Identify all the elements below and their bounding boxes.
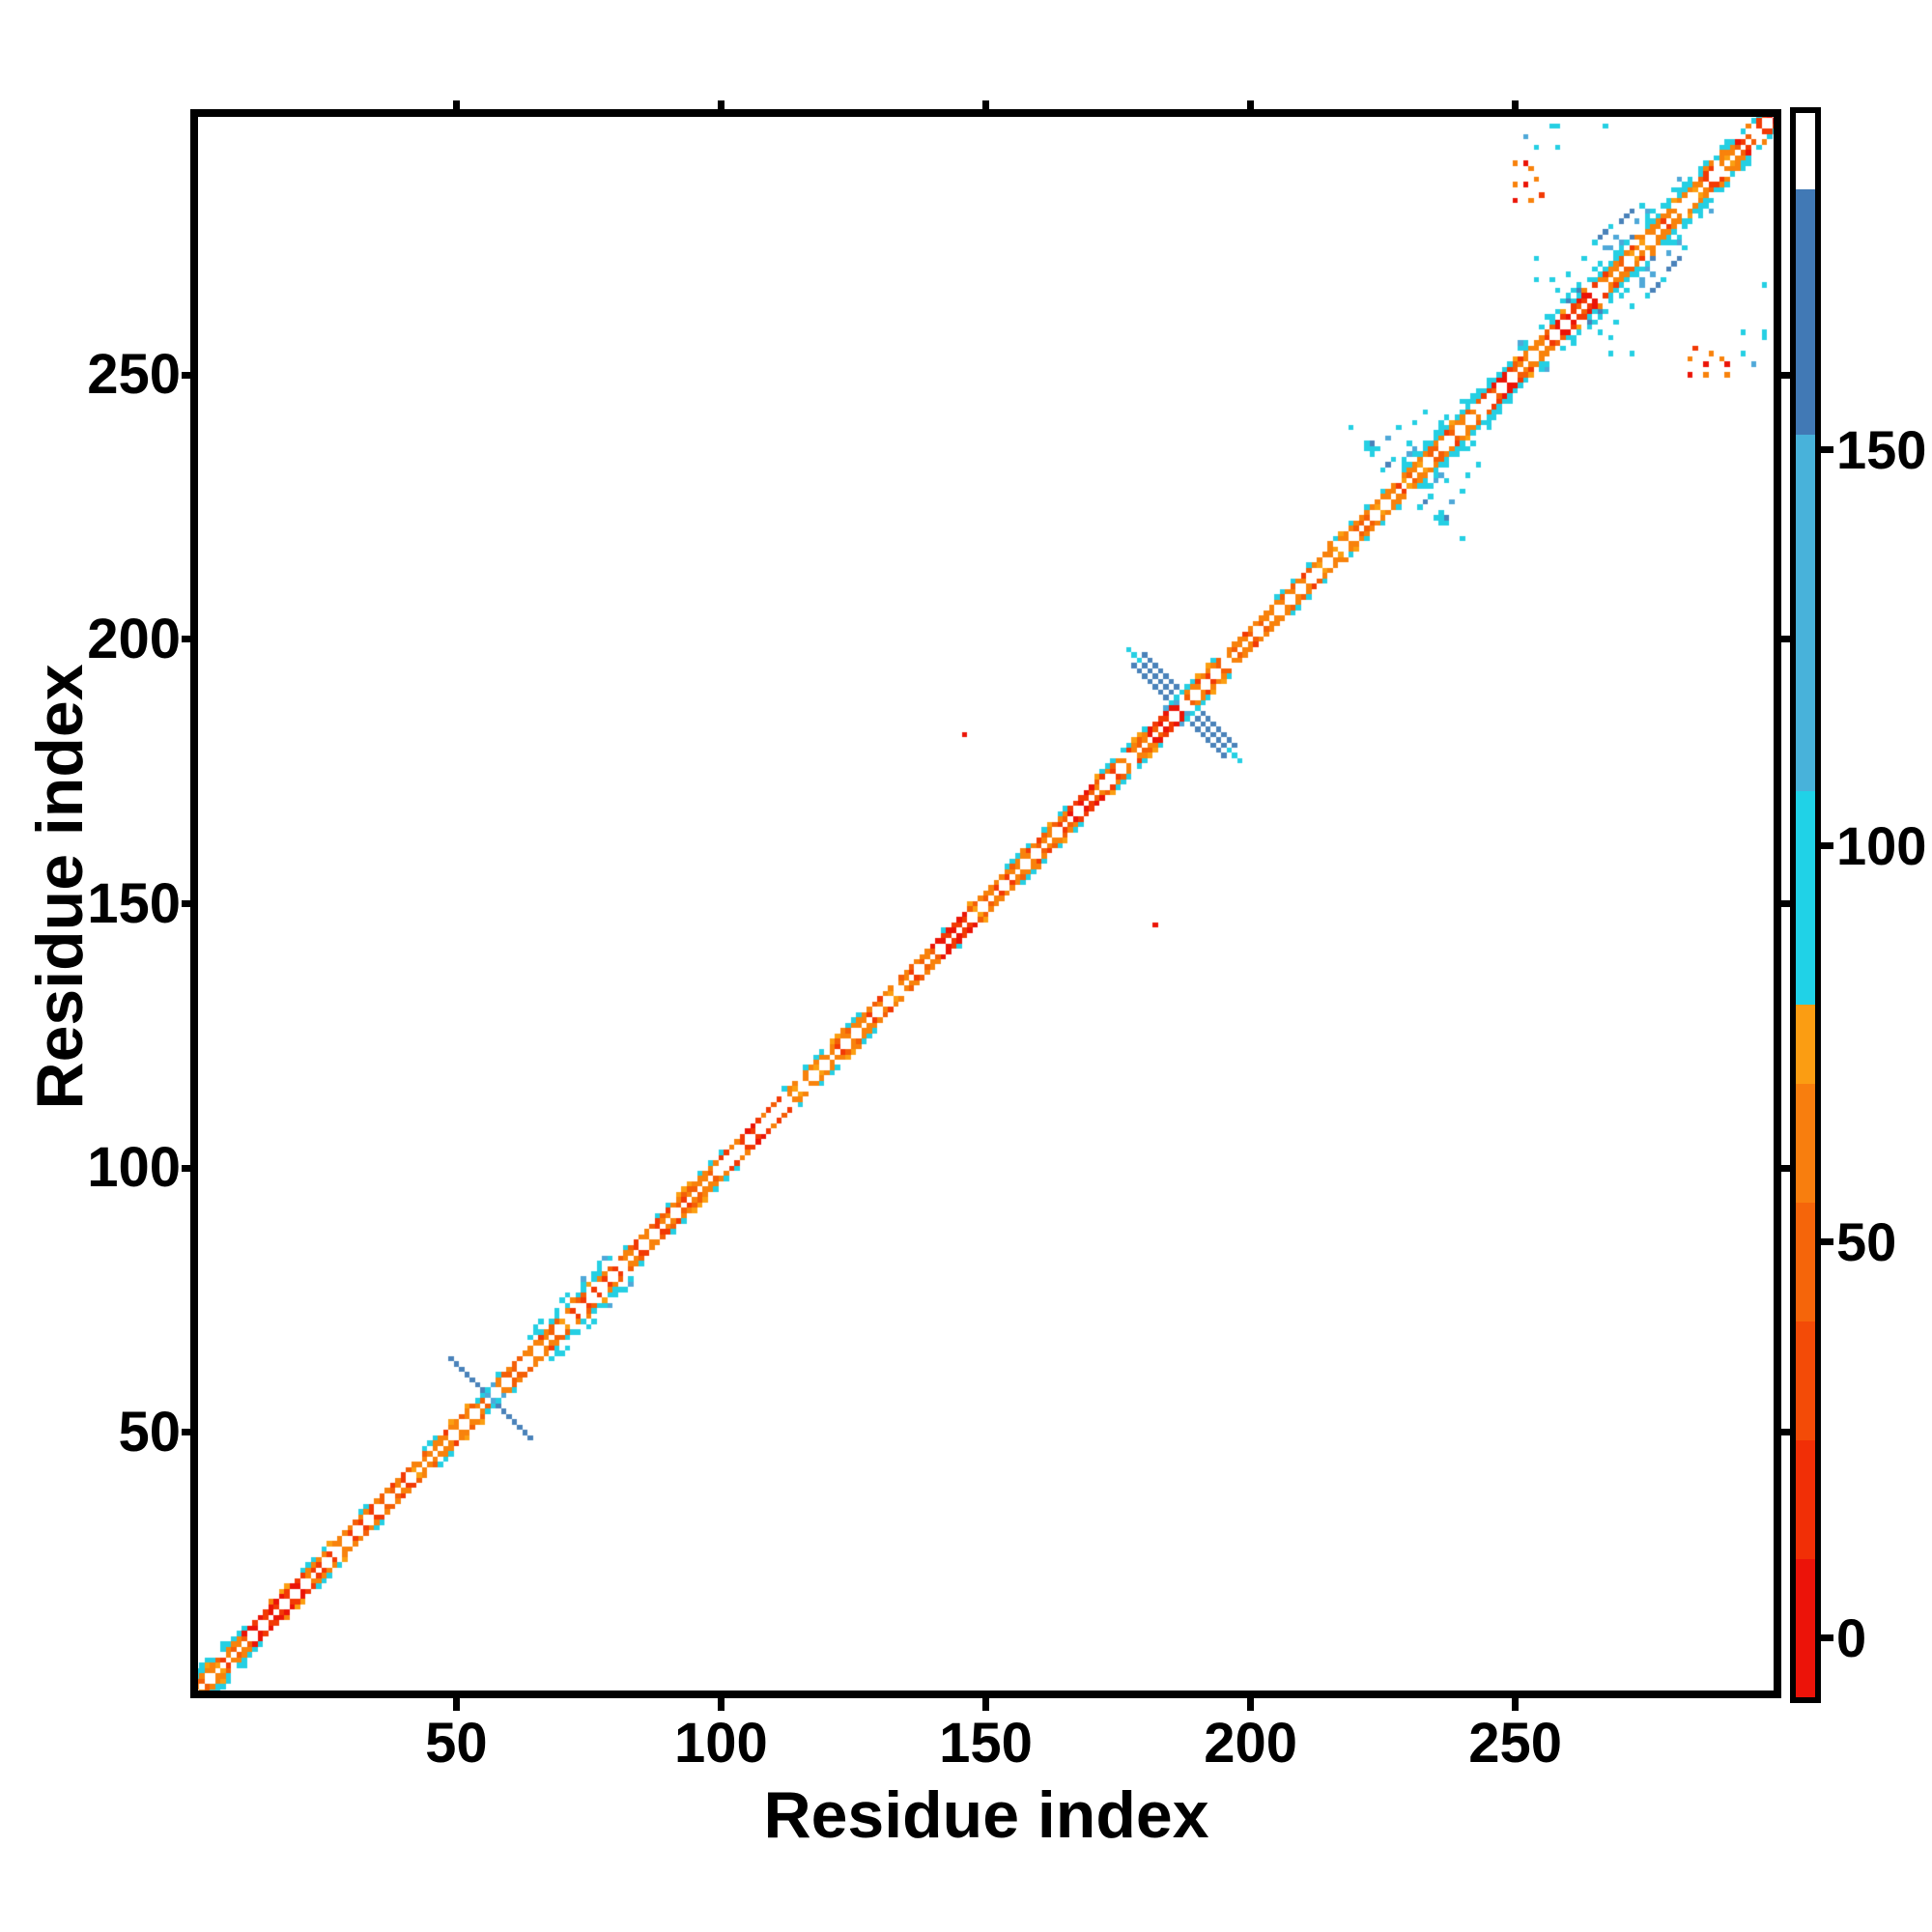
- colorbar-tick-mark: [1821, 842, 1833, 849]
- x-tick-label: 100: [674, 1712, 768, 1775]
- colorbar-tick-mark: [1821, 1238, 1833, 1245]
- axis-tick-mark: [717, 100, 724, 113]
- x-tick-label: 150: [939, 1712, 1033, 1775]
- colorbar-tick-label: 100: [1836, 814, 1927, 876]
- axis-tick-mark: [452, 1698, 460, 1711]
- colorbar-segment: [1796, 1202, 1815, 1322]
- heatmap-canvas: [194, 113, 1777, 1694]
- x-tick-label: 50: [425, 1712, 488, 1775]
- y-tick-label: 150: [87, 871, 181, 935]
- axis-tick-mark: [182, 371, 194, 379]
- y-tick-label: 100: [87, 1136, 181, 1200]
- plot-border: [190, 109, 1781, 1698]
- x-tick-label: 200: [1204, 1712, 1297, 1775]
- axis-tick-mark: [1781, 1164, 1794, 1172]
- colorbar-tick-label: 50: [1836, 1210, 1897, 1272]
- colorbar-segment: [1796, 1558, 1815, 1697]
- y-tick-label: 200: [87, 607, 181, 670]
- colorbar-segment: [1796, 434, 1815, 791]
- colorbar-tick-mark: [1821, 446, 1833, 453]
- colorbar-segment: [1796, 790, 1815, 1006]
- x-axis-title: Residue index: [763, 1778, 1209, 1852]
- axis-tick-mark: [1781, 900, 1794, 907]
- axis-tick-mark: [1512, 1698, 1520, 1711]
- colorbar-tick-label: 0: [1836, 1606, 1867, 1668]
- y-tick-label: 250: [87, 343, 181, 406]
- colorbar-segment: [1796, 113, 1815, 189]
- axis-tick-mark: [1512, 100, 1520, 113]
- axis-tick-mark: [182, 1429, 194, 1436]
- axis-tick-mark: [182, 900, 194, 907]
- y-axis-title: Residue index: [23, 664, 97, 1110]
- axis-tick-mark: [1247, 100, 1255, 113]
- colorbar-segment: [1796, 1439, 1815, 1560]
- colorbar-segment: [1796, 1083, 1815, 1204]
- axis-tick-mark: [1781, 636, 1794, 643]
- colorbar-tick-mark: [1821, 1634, 1833, 1641]
- axis-tick-mark: [182, 1164, 194, 1172]
- axis-tick-mark: [1781, 1429, 1794, 1436]
- axis-tick-mark: [717, 1698, 724, 1711]
- axis-tick-mark: [452, 100, 460, 113]
- colorbar-tick-label: 150: [1836, 418, 1927, 480]
- colorbar: [1790, 107, 1821, 1703]
- colorbar-segment: [1796, 187, 1815, 435]
- axis-tick-mark: [1247, 1698, 1255, 1711]
- colorbar-segment: [1796, 1004, 1815, 1085]
- axis-tick-mark: [982, 1698, 989, 1711]
- colorbar-segment: [1796, 1321, 1815, 1441]
- x-tick-label: 250: [1468, 1712, 1563, 1775]
- y-tick-label: 50: [118, 1400, 181, 1463]
- axis-tick-mark: [182, 636, 194, 643]
- axis-tick-mark: [1781, 371, 1794, 379]
- axis-tick-mark: [982, 100, 989, 113]
